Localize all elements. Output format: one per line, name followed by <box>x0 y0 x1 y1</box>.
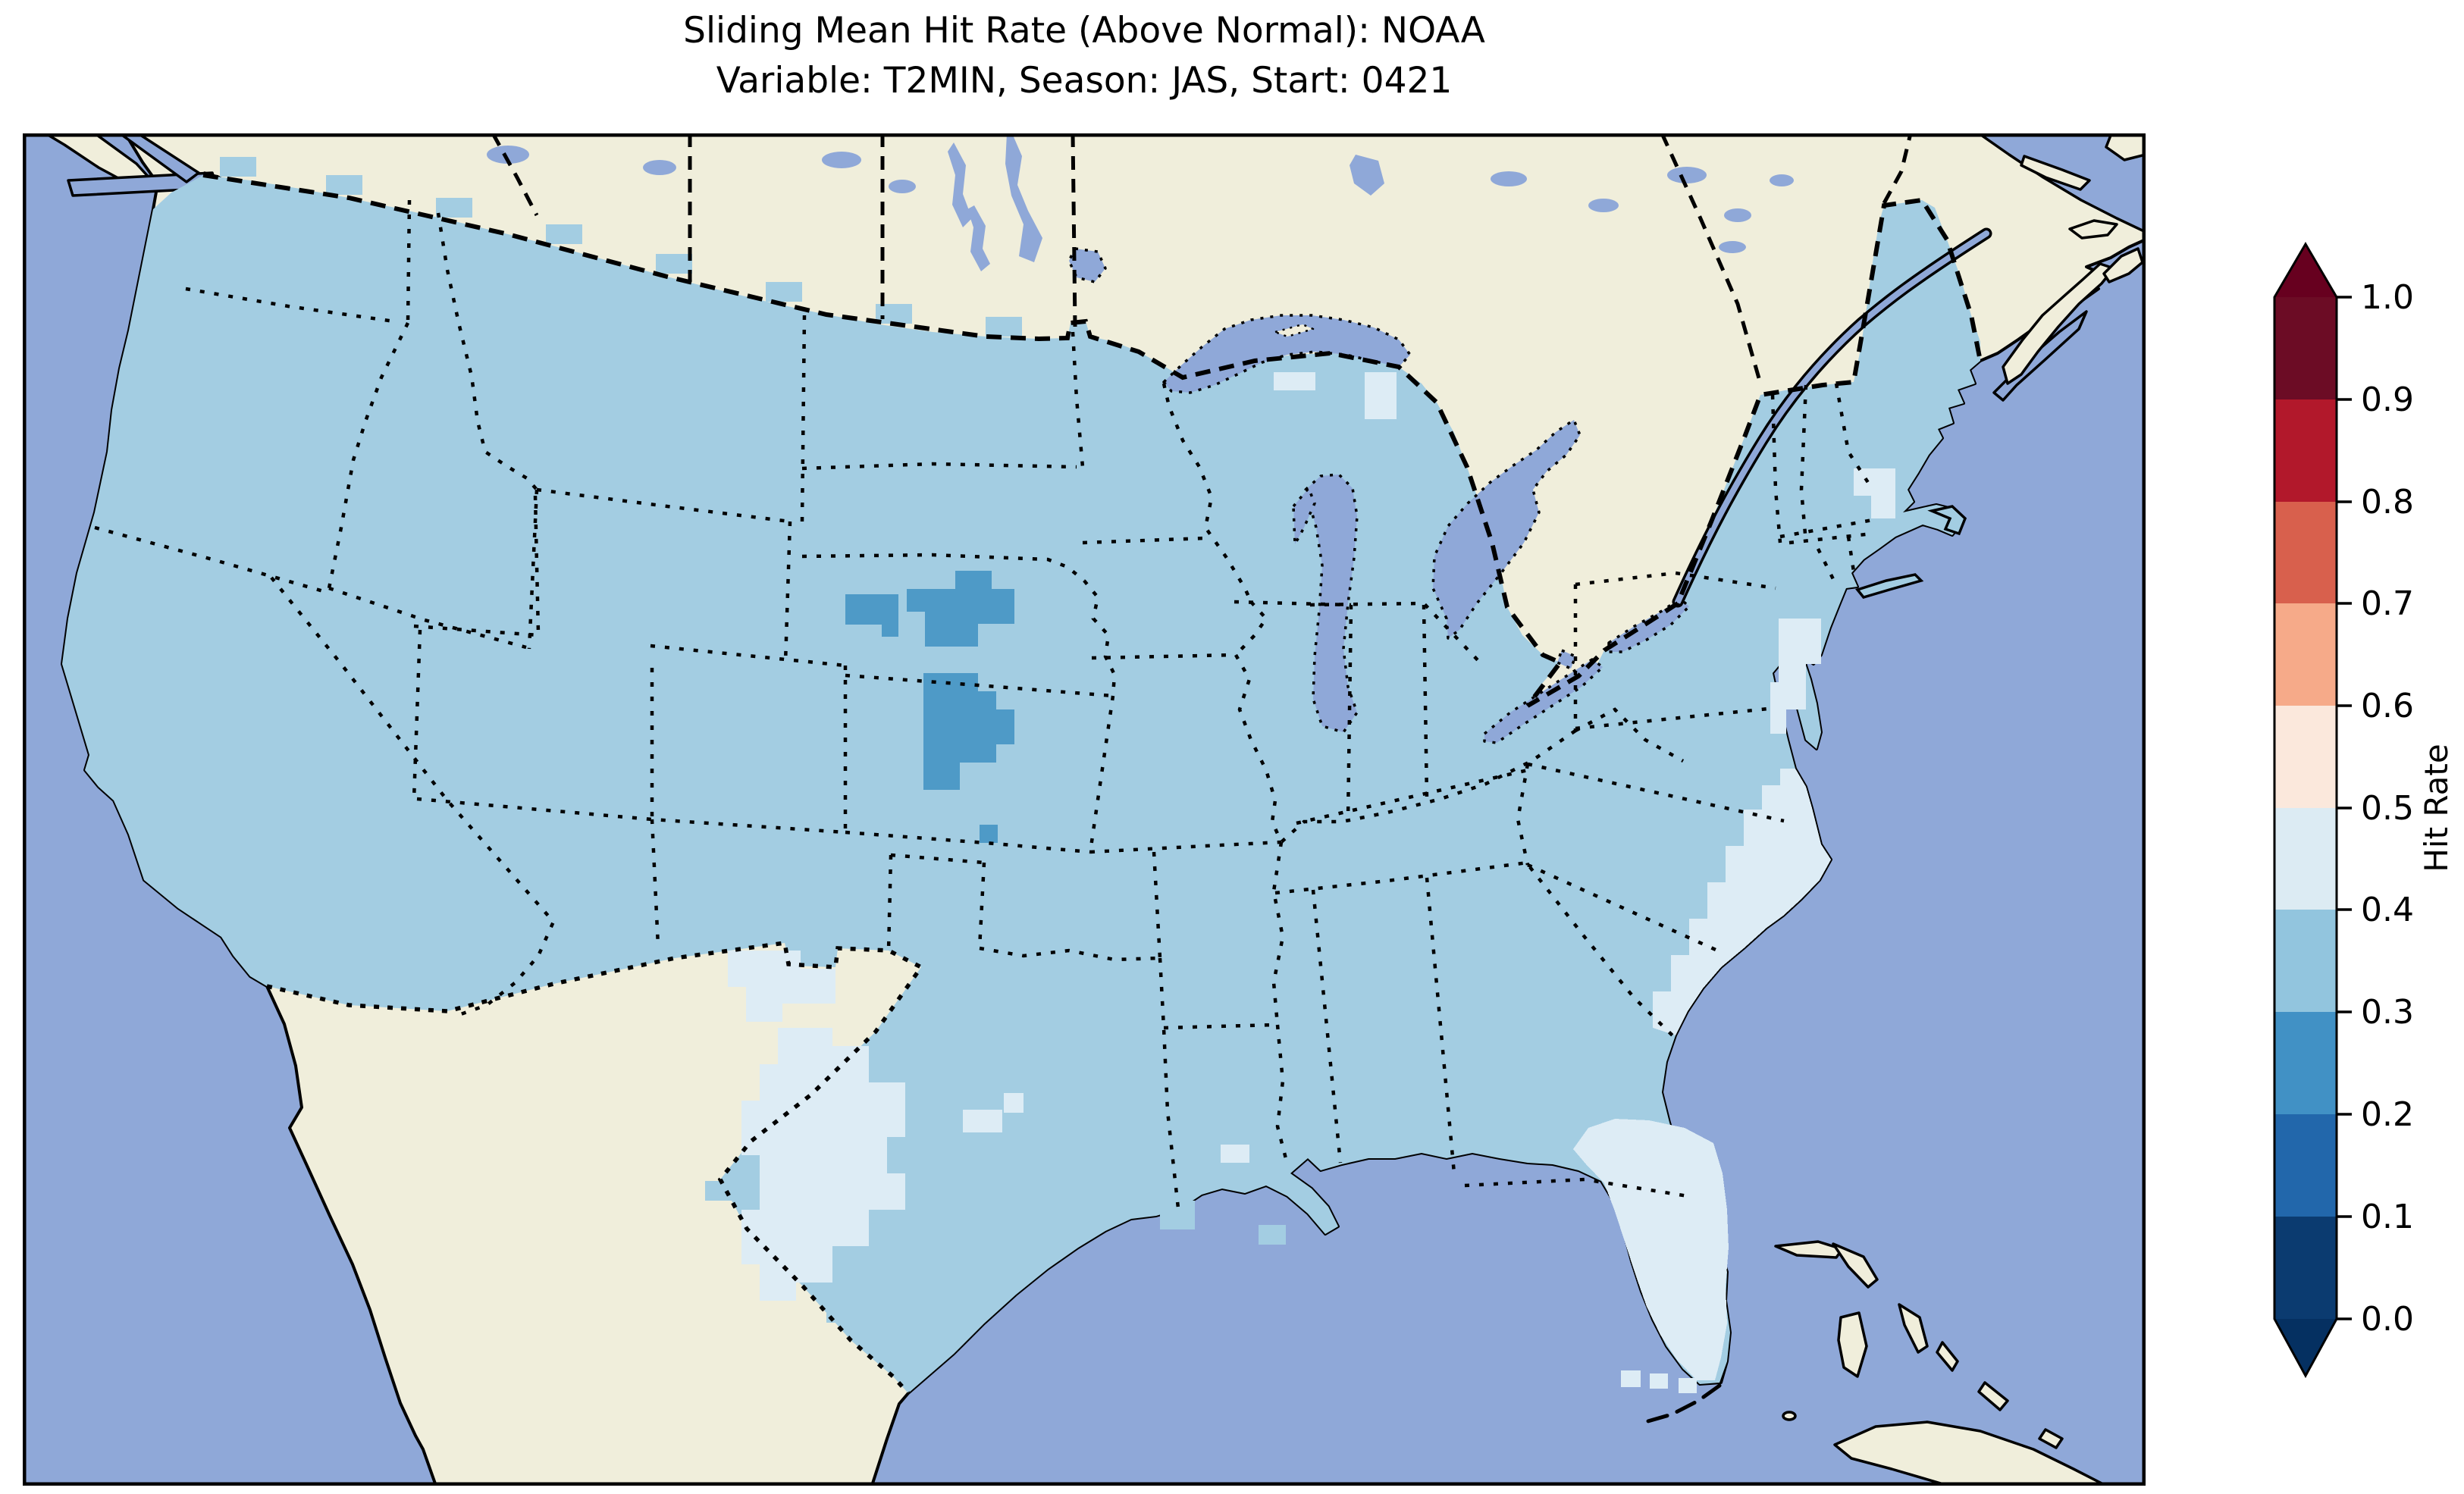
svg-text:0.8: 0.8 <box>2361 483 2414 521</box>
low-hit-rate-patches <box>845 571 1014 843</box>
long-island-bahamas <box>1977 1381 2009 1411</box>
cuba <box>1833 1420 2108 1486</box>
title-line-1: Sliding Mean Hit Rate (Above Normal): NO… <box>683 10 1485 52</box>
green-bay <box>1292 487 1316 546</box>
andros <box>1837 1311 1868 1378</box>
state-borders <box>94 199 1874 1209</box>
colorbar-tick-labels: 1.0 0.9 0.8 0.7 0.6 0.5 0.4 0.3 0.2 0.1 … <box>2361 278 2414 1339</box>
lake-huron <box>1431 418 1582 640</box>
cat-island <box>1936 1341 1959 1372</box>
turks-islands <box>2038 1428 2064 1449</box>
us-hit-rate-map <box>23 133 2146 1486</box>
anticosti-island <box>2020 155 2091 191</box>
newfoundland-corner <box>2105 133 2146 161</box>
canadian-lakes <box>487 133 1794 271</box>
lake-michigan <box>1304 473 1359 734</box>
svg-text:0.1: 0.1 <box>2361 1198 2414 1236</box>
canada-provincial-borders <box>491 133 1913 384</box>
lake-nipigon <box>1350 155 1384 196</box>
florida-keys <box>1643 1383 1722 1424</box>
hit-rate-field <box>62 175 1980 1393</box>
title-line-2: Variable: T2MIN, Season: JAS, Start: 042… <box>716 59 1453 102</box>
lake-st-clair <box>1556 649 1577 670</box>
svg-text:0.7: 0.7 <box>2361 584 2414 623</box>
us-mexico-border <box>266 940 925 1395</box>
colorbar-axis-label: Hit Rate <box>2418 744 2455 872</box>
lake-manitoba <box>967 205 990 271</box>
great-lakes <box>1067 247 1691 744</box>
svg-text:0.2: 0.2 <box>2361 1095 2414 1134</box>
colorbar-over-arrow <box>2274 244 2337 297</box>
lake-winnipegosis <box>948 143 972 227</box>
colorbar: 1.0 0.9 0.8 0.7 0.6 0.5 0.4 0.3 0.2 0.1 … <box>2273 242 2455 1379</box>
svg-text:0.4: 0.4 <box>2361 891 2414 929</box>
svg-text:0.6: 0.6 <box>2361 687 2414 725</box>
plot-title: Sliding Mean Hit Rate (Above Normal): NO… <box>23 6 2146 106</box>
st-lawrence-river <box>1672 227 1992 608</box>
abaco <box>1832 1242 1879 1289</box>
svg-text:0.9: 0.9 <box>2361 381 2414 419</box>
isle-royale <box>1274 323 1315 338</box>
svg-text:0.5: 0.5 <box>2361 789 2414 828</box>
svg-text:0.0: 0.0 <box>2361 1300 2414 1339</box>
lake-ontario <box>1607 597 1691 653</box>
cape-cod <box>1927 505 1967 536</box>
us-canada-border <box>202 173 1983 708</box>
map-frame <box>23 133 2146 1486</box>
long-island <box>1855 573 1924 600</box>
cay-sal <box>1782 1411 1797 1421</box>
lake-superior <box>1162 314 1412 394</box>
atlantic-islands <box>1774 505 2108 1486</box>
colorbar-under-arrow <box>2274 1319 2337 1376</box>
border-stairstep-cells <box>220 157 1286 1323</box>
svg-text:0.3: 0.3 <box>2361 993 2414 1032</box>
eleuthera <box>1898 1303 1929 1354</box>
svg-text:1.0: 1.0 <box>2361 278 2414 317</box>
colorbar-ticks <box>2337 296 2352 1320</box>
georgia-strait <box>118 133 200 183</box>
lake-winnipeg <box>1005 133 1042 262</box>
lake-of-the-woods <box>1067 247 1107 283</box>
prince-edward-island <box>2068 219 2118 240</box>
